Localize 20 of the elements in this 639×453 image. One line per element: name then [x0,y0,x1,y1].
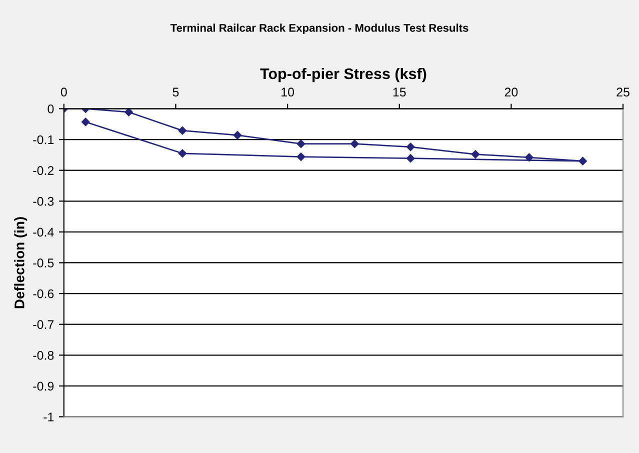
y-tick-label: -0.7 [33,320,54,329]
x-tick-label: 15 [393,88,406,97]
x-tick-label: 10 [282,88,294,97]
y-tick-label: -0.8 [33,350,54,360]
x-tick-label: 20 [504,88,518,97]
y-tick-label: -0.4 [33,228,54,237]
y-axis-title: Deflection (in) [14,217,28,308]
y-tick-label: -0.2 [33,166,54,175]
y-tick-label: -0.5 [33,258,54,268]
y-tick-label: -1 [44,412,54,422]
y-tick-label: -0.6 [33,289,54,298]
x-tick-label: 25 [616,88,630,97]
x-axis-title: Top-of-pier Stress (ksf) [260,68,426,82]
chart-title: Terminal Railcar Rack Expansion - Modulus Test Results [170,24,468,34]
x-tick-label: 5 [172,88,179,97]
y-tick-label: -0.3 [33,196,54,206]
y-tick-label: -0.1 [33,135,54,144]
y-tick-label: 0 [48,104,54,114]
y-tick-label: -0.9 [33,382,54,391]
x-tick-label: 0 [60,88,67,97]
